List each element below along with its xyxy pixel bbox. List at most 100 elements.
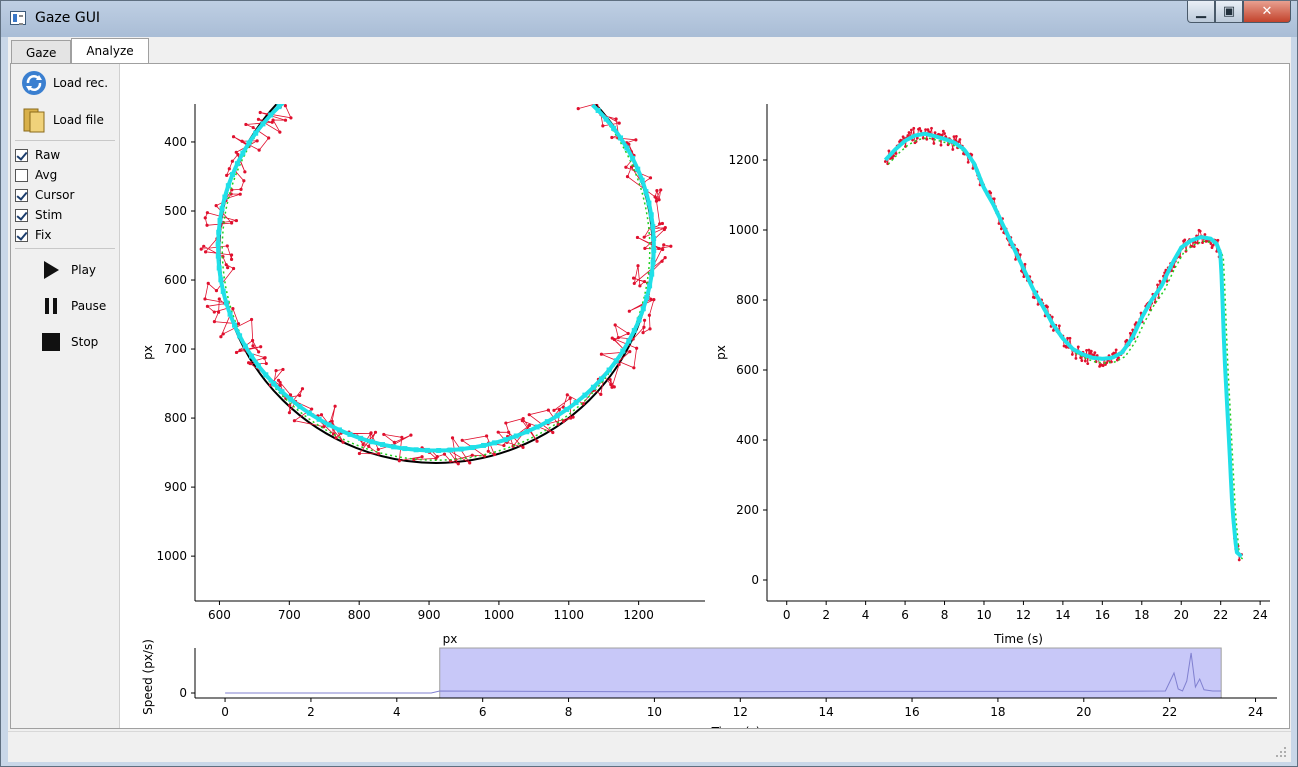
checkbox-cursor[interactable]: Cursor (15, 188, 74, 202)
title-bar[interactable]: Gaze GUI ▁ ▣ ✕ (1, 1, 1297, 37)
time-plot (763, 104, 1270, 605)
stop-button[interactable]: Stop (41, 332, 98, 352)
y-tick-label: 700 (164, 342, 187, 356)
fixation-point (554, 413, 560, 419)
raw-gaze-point (912, 126, 916, 130)
cursor-trace (887, 137, 1246, 562)
fixation-point (598, 376, 604, 382)
raw-checkbox-box[interactable] (15, 148, 28, 162)
cursor-label: Cursor (35, 188, 75, 202)
checkbox-fix[interactable]: Fix (15, 228, 51, 242)
minimize-button[interactable]: ▁ (1187, 1, 1215, 23)
raw-gaze-point (894, 152, 898, 155)
raw-gaze-point (642, 325, 646, 329)
raw-gaze-point (561, 419, 566, 424)
raw-gaze-point (238, 348, 242, 352)
load-file-button[interactable]: Load file (21, 106, 104, 134)
raw-gaze-point (244, 122, 248, 127)
raw-gaze-point (1085, 349, 1088, 352)
tab-gaze[interactable]: Gaze (11, 40, 72, 64)
fixation-point (424, 447, 430, 453)
raw-gaze-point (243, 170, 247, 174)
load-rec-button[interactable]: Load rec. (21, 70, 108, 96)
raw-gaze-point (234, 350, 239, 355)
fixation-point (603, 116, 609, 122)
checkbox-stim[interactable]: Stim (15, 208, 62, 222)
fixation-point (630, 155, 636, 161)
stop-icon (42, 333, 60, 351)
raw-gaze-point (1083, 359, 1087, 363)
raw-gaze-point (958, 138, 962, 141)
raw-gaze-point (199, 247, 203, 251)
maximize-button[interactable]: ▣ (1215, 1, 1243, 23)
raw-gaze-point (662, 243, 666, 247)
x-tick-label: 24 (1252, 608, 1267, 622)
raw-gaze-point (654, 199, 659, 203)
pause-button[interactable]: Pause (41, 296, 106, 316)
fixation-point (402, 446, 408, 452)
fixation-point (447, 447, 453, 453)
checkbox-raw[interactable]: Raw (15, 148, 60, 162)
checkbox-avg[interactable]: Avg (15, 168, 57, 182)
fixation-point (613, 358, 619, 364)
load-file-label: Load file (53, 113, 104, 127)
raw-gaze-point (663, 256, 667, 260)
raw-gaze-point (217, 297, 221, 301)
fixation-point (640, 306, 646, 312)
raw-gaze-point (382, 432, 386, 437)
fixation-point (436, 448, 442, 454)
raw-gaze-point (219, 335, 223, 339)
y-tick-label: 600 (736, 363, 759, 377)
raw-gaze-point (224, 263, 228, 267)
cursor-checkbox-box[interactable] (15, 188, 28, 202)
tab-analyze[interactable]: Analyze (71, 38, 149, 64)
raw-gaze-line (885, 127, 1242, 561)
raw-gaze-point (599, 392, 603, 396)
fixation-point (564, 406, 570, 412)
raw-gaze-point (1014, 257, 1017, 261)
stim-checkbox-box[interactable] (15, 208, 28, 222)
raw-gaze-point (216, 310, 221, 314)
raw-gaze-point (1089, 349, 1093, 353)
raw-gaze-point (642, 279, 647, 284)
raw-gaze-point (658, 222, 662, 226)
raw-gaze-point (1023, 262, 1027, 266)
y-tick-label: 400 (164, 135, 187, 149)
raw-gaze-point (470, 453, 474, 457)
sidebar-divider (15, 248, 115, 249)
raw-gaze-point (616, 336, 620, 340)
raw-gaze-point (631, 276, 636, 280)
resize-grip-icon[interactable] (1275, 746, 1287, 758)
close-button[interactable]: ✕ (1243, 1, 1291, 23)
raw-gaze-point (292, 419, 297, 423)
x-tick-label: 22 (1162, 705, 1177, 719)
raw-gaze-point (226, 266, 230, 270)
avg-checkbox-box[interactable] (15, 168, 28, 182)
raw-gaze-point (614, 117, 618, 121)
play-button[interactable]: Play (41, 260, 96, 280)
raw-gaze-point (306, 88, 309, 91)
fixation-point (218, 277, 224, 283)
fixation-trace (883, 131, 1243, 559)
fixation-point (237, 333, 243, 339)
raw-gaze-point (653, 195, 657, 199)
raw-gaze-point (1115, 358, 1119, 362)
fixation-point (624, 145, 630, 151)
y-tick-label: 800 (164, 411, 187, 425)
fix-checkbox-box[interactable] (15, 228, 28, 242)
x-tick-label: 10 (647, 705, 662, 719)
window-title: Gaze GUI (35, 10, 101, 26)
raw-gaze-point (970, 153, 974, 157)
raw-gaze-point (907, 131, 911, 134)
raw-gaze-point (250, 338, 255, 343)
x-tick-label: 8 (565, 705, 573, 719)
raw-gaze-point (230, 221, 234, 225)
raw-gaze-point (234, 218, 239, 223)
raw-gaze-point (627, 309, 631, 313)
raw-gaze-point (643, 246, 647, 251)
raw-gaze-point (484, 434, 489, 438)
y-tick-label: 1200 (728, 153, 759, 167)
app-icon (10, 11, 26, 25)
raw-gaze-point (628, 350, 632, 354)
raw-gaze-point (377, 452, 381, 456)
